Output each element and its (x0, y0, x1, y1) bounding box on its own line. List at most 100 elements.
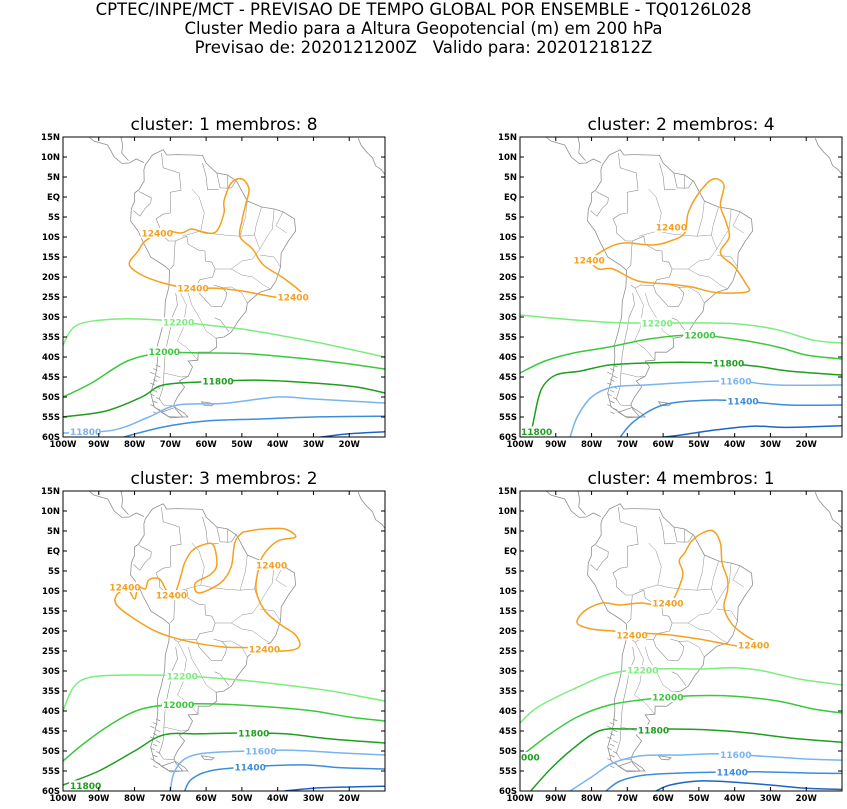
contour-label-bg (572, 255, 604, 266)
panel-title: cluster: 4 membros: 1 (587, 469, 774, 489)
country-border (196, 638, 228, 661)
state-border (672, 560, 719, 624)
archipelago-island (150, 393, 155, 397)
contour-label-bg (233, 762, 265, 772)
country-border (671, 317, 687, 332)
country-border (671, 671, 687, 686)
contour-line-12000 (63, 702, 385, 762)
map-content: 12400 12400 12400 12400 12200 12000 11800 11600… (63, 491, 385, 792)
lon-tick-label: 100W (49, 440, 77, 450)
lon-tick-label: 90W (545, 794, 567, 804)
contour-label-bg (636, 724, 668, 735)
map-svg: cluster: 3 membros: 21240012400124001240… (41, 469, 386, 804)
contour-label-bg (68, 780, 100, 791)
archipelago-island (610, 743, 615, 747)
country-border (138, 191, 152, 199)
contour-label: 11600 (720, 378, 751, 388)
lat-tick-label: 5S (505, 567, 517, 577)
lat-tick-label: 5S (505, 213, 517, 223)
contour-label: 12400 (616, 632, 647, 642)
tierra-del-fuego-coastline (160, 406, 189, 418)
archipelago-island (153, 754, 158, 758)
lon-tick-label: 20W (339, 794, 361, 804)
lat-tick-label: 40S (42, 353, 60, 363)
archipelago-island (612, 375, 618, 379)
tierra-del-fuego-coastline (160, 760, 189, 772)
archipelago-island (153, 733, 158, 736)
lat-tick-label: 10S (499, 233, 517, 243)
archipelago-island (150, 758, 155, 761)
state-border (639, 554, 705, 591)
lat-tick-label: EQ (47, 547, 60, 557)
state-border (221, 640, 248, 658)
state-border (648, 542, 662, 586)
lon-tick-label: 50W (688, 794, 710, 804)
country-border (133, 551, 152, 571)
contour-label: 12200 (627, 667, 658, 677)
contour-line-12400 (576, 529, 761, 648)
yucatan-coastline (120, 137, 129, 161)
contour-label-bg (140, 228, 172, 238)
state-border (163, 726, 189, 732)
contour-line-11600 (63, 396, 385, 434)
lat-tick-label: 20S (499, 273, 517, 283)
contour-label: 11800 (70, 782, 101, 792)
country-border (173, 589, 216, 643)
archipelago-island (607, 736, 612, 740)
lat-tick-label: 45S (499, 727, 517, 737)
lat-tick-label: 5N (47, 173, 60, 183)
lon-tick-label: 90W (88, 794, 110, 804)
contour-label: 12400 (652, 600, 683, 610)
archipelago-island (155, 364, 161, 368)
lon-tick-label: 20W (796, 794, 818, 804)
lat-tick-label: 15S (499, 607, 517, 617)
archipelago-island (612, 718, 618, 722)
header-subtitle: Cluster Medio para a Altura Geopotencial… (184, 19, 663, 38)
africa-coastline (814, 492, 842, 532)
lon-tick-label: 90W (545, 440, 567, 450)
lat-tick-label: 35S (499, 687, 517, 697)
contour-line-12400 (114, 527, 301, 652)
archipelago-island (153, 400, 158, 404)
contour-line-12200 (520, 314, 842, 344)
contour-label-bg (147, 346, 179, 357)
tierra-del-fuego-coastline (617, 760, 646, 772)
lon-tick-label: 30W (303, 794, 325, 804)
lat-tick-label: 20S (499, 627, 517, 637)
country-border (216, 172, 228, 189)
lon-tick-label: 70W (617, 440, 639, 450)
contour-label: 12400 (277, 294, 308, 304)
contour-line-11200 (320, 431, 385, 437)
archipelago-island (607, 371, 612, 375)
contour-line-12000 (520, 334, 842, 374)
state-border (620, 372, 646, 378)
contour-label: 11800 (638, 726, 669, 736)
contour-label: 000 (521, 754, 540, 764)
lat-tick-label: 60S (42, 787, 60, 797)
contour-label-bg (726, 396, 758, 406)
lat-tick-label: 15N (498, 487, 517, 497)
country-border (615, 292, 635, 407)
contour-line-11200 (284, 785, 385, 791)
country-border (595, 545, 609, 553)
lat-tick-label: 60S (42, 433, 60, 443)
state-border (187, 646, 217, 693)
archipelago-island (610, 722, 615, 725)
lon-tick-label: 40W (724, 440, 746, 450)
lat-tick-label: 50S (499, 393, 517, 403)
map-content: 12400 12400 12400 12200 12000 11800 11800 (63, 137, 385, 437)
state-border (182, 200, 248, 237)
lat-tick-label: 30S (42, 667, 60, 677)
state-border (634, 642, 656, 715)
map-frame (62, 136, 386, 438)
lon-tick-label: 40W (267, 794, 289, 804)
archipelago-island (610, 400, 615, 404)
africa-coastline (357, 492, 385, 532)
lon-tick-label: 100W (506, 794, 534, 804)
lon-tick-label: 40W (724, 794, 746, 804)
header-title: CPTEC/INPE/MCT - PREVISAO DE TEMPO GLOBA… (95, 0, 752, 19)
lat-tick-label: 50S (499, 747, 517, 757)
lat-tick-label: 55S (42, 767, 60, 777)
state-border (177, 288, 199, 361)
lon-tick-label: 90W (88, 440, 110, 450)
